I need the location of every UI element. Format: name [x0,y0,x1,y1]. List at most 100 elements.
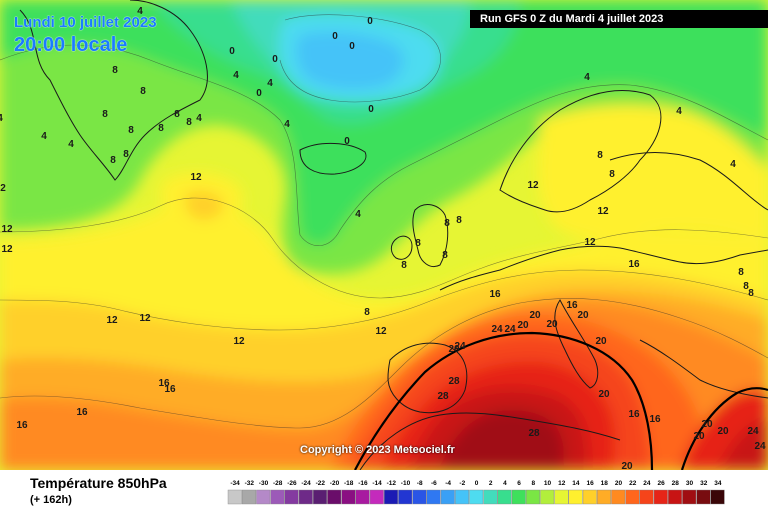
scale-swatch [270,489,285,505]
scale-tick-label: 0 [475,480,479,487]
scale-tick-label: -22 [316,480,326,487]
scale-tick-label: 22 [629,480,637,487]
scale-tick-label: -34 [230,480,240,487]
scale-swatch [653,489,668,505]
scale-swatch [568,489,583,505]
scale-tick-label: -14 [372,480,382,487]
scale-tick-label: 30 [686,480,694,487]
scale-swatch [639,489,654,505]
scale-tick-label: -2 [459,480,465,487]
contour-label: 8 [140,86,146,97]
contour-label: 24 [747,426,759,437]
copyright-notice: Copyright © 2023 Meteociel.fr [300,444,455,456]
scale-swatch [383,489,398,505]
contour-label: 20 [529,310,541,321]
scale-tick-label: -24 [301,480,311,487]
temperature-field [0,0,768,470]
scale-swatch [369,489,384,505]
contour-label: 4 [68,139,74,150]
scale-swatch [696,489,711,505]
scale-tick-label: 20 [615,480,623,487]
contour-label: 4 [137,6,143,17]
contour-label: 12 [139,313,151,324]
contour-label: 8 [364,307,370,318]
contour-label: 4 [676,106,682,117]
contour-label: 0 [344,136,350,147]
scale-swatch [597,489,612,505]
scale-swatch [227,489,242,505]
contour-label: 20 [595,336,607,347]
scale-swatch [582,489,597,505]
contour-label: 16 [649,414,661,425]
scale-tick-label: -10 [401,480,411,487]
scale-swatch [426,489,441,505]
contour-label: 0 [367,16,373,27]
scale-tick-label: -8 [417,480,423,487]
scale-swatch [454,489,469,505]
variable-title: Température 850hPa [30,475,167,491]
contour-label: 8 [748,288,754,299]
contour-label: 4 [584,72,590,83]
scale-tick-label: 6 [517,480,521,487]
scale-swatch [511,489,526,505]
contour-label: 20 [546,319,558,330]
contour-label: 12 [190,172,202,183]
contour-label: 16 [164,384,176,395]
contour-label: 4 [267,78,273,89]
contour-label: 20 [577,310,589,321]
scale-swatch [327,489,342,505]
scale-swatch [483,489,498,505]
contour-label: 20 [517,320,529,331]
contour-label: 28 [528,428,540,439]
contour-label: 16 [628,259,640,270]
valid-time: 20:00 locale [14,34,128,56]
contour-label: 12 [597,206,609,217]
contour-label: 8 [415,238,421,249]
scale-tick-label: 4 [503,480,507,487]
contour-label: 0 [332,31,338,42]
scale-swatch [611,489,626,505]
scale-tick-label: -6 [431,480,437,487]
contour-label: 20 [701,419,713,430]
contour-label: 4 [41,131,47,142]
contour-label: 0 [349,41,355,52]
scale-tick-label: 14 [572,480,580,487]
contour-label: 8 [158,123,164,134]
scale-swatch [341,489,356,505]
contour-label: 12 [527,180,539,191]
scale-swatch [256,489,271,505]
contour-label: 28 [448,376,460,387]
contour-label: 12 [375,326,387,337]
scale-swatch [668,489,683,505]
contour-label: 4 [730,159,736,170]
scale-swatch [497,489,512,505]
scale-tick-label: -12 [387,480,397,487]
scale-tick-label: 34 [714,480,722,487]
heat-boundary [354,331,768,470]
contour-label: 8 [110,155,116,166]
contour-label: 4 [284,119,290,130]
contour-label: 8 [444,218,450,229]
contour-label: 0 [229,46,235,57]
scale-swatch [440,489,455,505]
scale-swatch [312,489,327,505]
contour-label: 4 [196,113,202,124]
scale-tick-label: -18 [344,480,354,487]
scale-swatch [540,489,555,505]
contour-label: 24 [504,324,516,335]
contour-label: 8 [401,260,407,271]
contour-label: 24 [754,441,766,452]
contour-label: 0 [272,54,278,65]
contour-label: 16 [489,289,501,300]
contour-label: 4 [233,70,239,81]
contour-label: 20 [448,344,460,355]
contour-label: 20 [621,461,633,470]
scale-swatch [284,489,299,505]
contour-label: 8 [743,281,749,292]
scale-tick-label: -26 [287,480,297,487]
contour-label: 8 [186,117,192,128]
contour-label: 0 [256,88,262,99]
scale-tick-label: 32 [700,480,708,487]
scale-swatch [412,489,427,505]
scale-tick-label: -32 [245,480,255,487]
